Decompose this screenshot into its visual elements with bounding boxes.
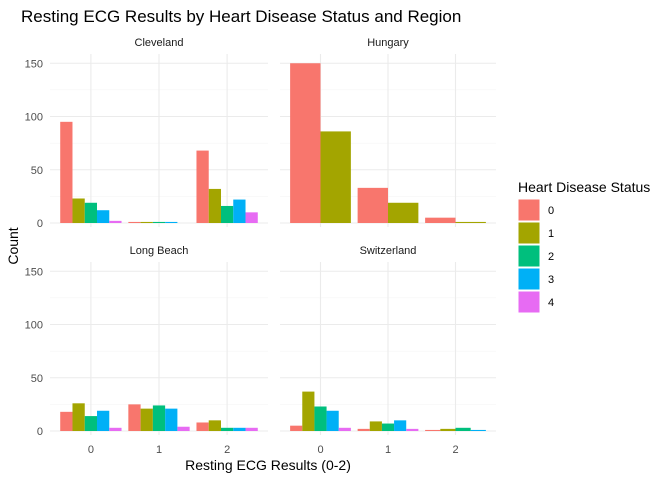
bar-cleveland-ecg2-status2	[220, 205, 234, 223]
bar-long-beach-ecg1-status2	[152, 405, 166, 431]
bar-switzerland-ecg1-status3	[394, 420, 407, 431]
bar-cleveland-ecg2-status3	[233, 199, 246, 223]
x-axis-title: Resting ECG Results (0-2)	[185, 457, 351, 473]
facet-strip-label: Switzerland	[360, 245, 417, 257]
legend-swatch	[517, 244, 541, 268]
bar-switzerland-ecg0-status3	[326, 410, 339, 431]
bar-hungary-ecg0-status0	[290, 63, 321, 223]
bar-long-beach-ecg0-status2	[84, 416, 98, 431]
bar-long-beach-ecg0-status0	[60, 411, 73, 431]
bar-long-beach-ecg1-status3	[165, 408, 178, 431]
y-tick-label: 150	[25, 58, 43, 70]
bar-hungary-ecg1-status0	[357, 187, 388, 223]
legend-swatch	[517, 267, 541, 291]
legend: 0 1 2 3 4	[517, 198, 554, 314]
legend-label: 3	[548, 274, 554, 286]
legend-label: 1	[548, 228, 554, 240]
bar-cleveland-ecg0-status4	[109, 220, 122, 223]
bar-long-beach-ecg0-status3	[97, 410, 110, 431]
bar-switzerland-ecg2-status2	[455, 427, 471, 431]
bar-long-beach-ecg1-status4	[177, 426, 190, 431]
legend-swatch	[517, 221, 541, 245]
y-tick-label: 100	[25, 320, 43, 332]
facet-strip-label: Long Beach	[130, 245, 189, 257]
bar-long-beach-ecg2-status0	[196, 422, 209, 431]
bar-hungary-ecg1-status1	[388, 202, 419, 223]
panel-hungary: Hungary	[280, 37, 496, 227]
panel-switzerland: Switzerland 0 1 2	[280, 245, 496, 456]
bar-cleveland-ecg0-status1	[72, 198, 85, 223]
bar-long-beach-ecg1-status1	[140, 408, 153, 431]
bar-cleveland-ecg1-status1	[140, 221, 153, 223]
bar-hungary-ecg2-status1	[455, 221, 486, 223]
bar-cleveland-ecg2-status4	[245, 212, 258, 223]
x-tick-label: 2	[224, 444, 230, 456]
bar-switzerland-ecg1-status4	[406, 428, 419, 431]
bar-switzerland-ecg2-status0	[425, 429, 441, 431]
x-tick-label: 2	[452, 444, 458, 456]
bar-switzerland-ecg0-status0	[290, 425, 303, 431]
y-tick-label: 0	[37, 426, 43, 438]
bar-switzerland-ecg1-status0	[357, 428, 370, 431]
bar-switzerland-ecg0-status4	[338, 427, 351, 431]
bar-hungary-ecg2-status0	[425, 217, 456, 223]
bar-cleveland-ecg0-status3	[97, 210, 110, 223]
legend-label: 2	[548, 251, 554, 263]
y-tick-label: 0	[37, 218, 43, 230]
x-tick-label: 0	[88, 444, 94, 456]
facet-strip-label: Cleveland	[135, 37, 184, 49]
panel-long-beach: Long Beach 0 50 100 150 0 1 2	[25, 245, 268, 456]
bar-long-beach-ecg2-status1	[208, 420, 221, 431]
y-axis-title: Count	[5, 227, 21, 264]
bar-cleveland-ecg1-status2	[152, 221, 166, 223]
panel-cleveland: Cleveland 0 50 100 150	[25, 37, 268, 230]
bar-long-beach-ecg1-status0	[128, 404, 141, 431]
bar-long-beach-ecg2-status2	[220, 427, 234, 431]
bar-long-beach-ecg0-status4	[109, 427, 122, 431]
bar-switzerland-ecg2-status1	[440, 428, 456, 431]
facet-strip-label: Hungary	[367, 37, 409, 49]
bar-cleveland-ecg1-status0	[128, 221, 141, 223]
legend-label: 0	[548, 205, 554, 217]
bar-hungary-ecg0-status1	[320, 131, 351, 223]
bar-switzerland-ecg0-status1	[302, 391, 315, 431]
bar-switzerland-ecg2-status3	[470, 429, 486, 431]
x-tick-label: 1	[385, 444, 391, 456]
legend-swatch	[517, 290, 541, 314]
x-tick-label: 1	[156, 444, 162, 456]
bar-long-beach-ecg2-status4	[245, 427, 258, 431]
bar-cleveland-ecg2-status1	[208, 188, 221, 223]
legend-swatch	[517, 198, 541, 222]
legend-title: Heart Disease Status	[518, 179, 650, 195]
y-tick-label: 50	[31, 373, 43, 385]
bar-cleveland-ecg2-status0	[196, 150, 209, 223]
bar-long-beach-ecg0-status1	[72, 403, 85, 431]
bar-switzerland-ecg1-status2	[381, 423, 395, 431]
bar-cleveland-ecg1-status3	[165, 221, 178, 223]
y-tick-label: 100	[25, 112, 43, 124]
x-tick-label: 0	[317, 444, 323, 456]
bar-switzerland-ecg0-status2	[314, 406, 327, 431]
bar-cleveland-ecg0-status0	[60, 121, 73, 223]
bar-switzerland-ecg1-status1	[369, 421, 382, 431]
legend-label: 4	[548, 297, 554, 309]
bar-long-beach-ecg2-status3	[233, 427, 246, 431]
chart-title: Resting ECG Results by Heart Disease Sta…	[21, 7, 461, 26]
y-tick-label: 50	[31, 165, 43, 177]
y-tick-label: 150	[25, 266, 43, 278]
bar-cleveland-ecg0-status2	[84, 202, 98, 223]
